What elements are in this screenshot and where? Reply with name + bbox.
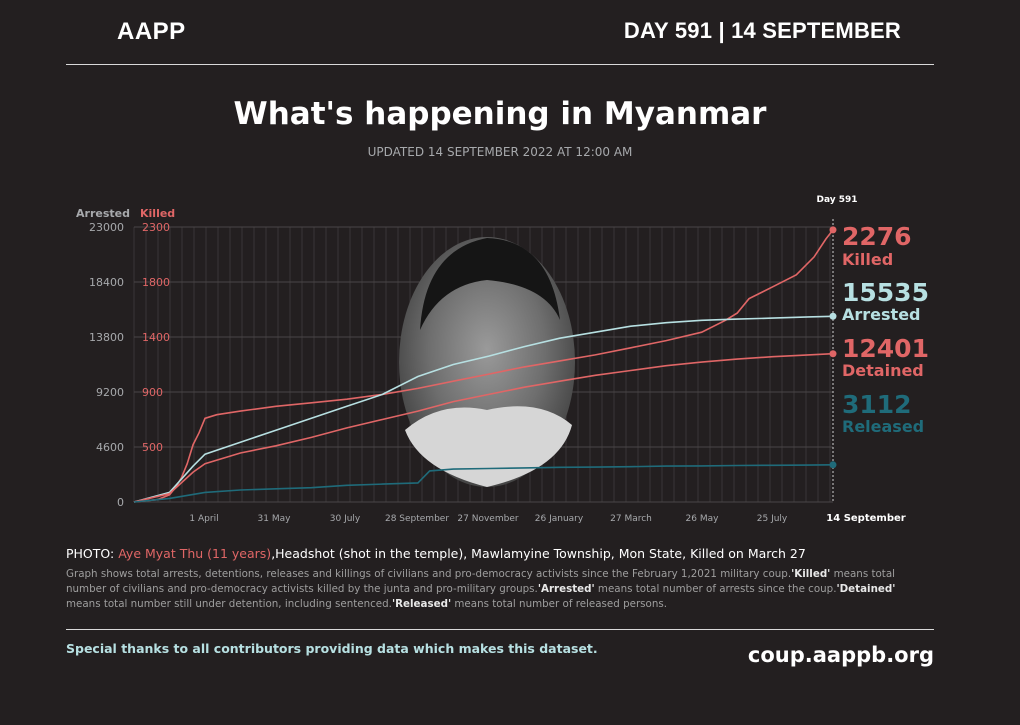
x-tick-label: 28 September: [385, 514, 449, 524]
x-tick-label: 25 July: [757, 514, 788, 524]
top-divider: [66, 64, 934, 65]
killed-tick-label: 2300: [142, 221, 170, 234]
desc-text-2: means total number of civilians and pro-…: [66, 568, 896, 595]
series-line-released: [133, 464, 834, 503]
left-tick-label: 9200: [96, 386, 124, 399]
victim-name: Aye Myat Thu (11 years): [118, 546, 272, 561]
series-name-detained: Detained: [842, 361, 924, 380]
desc-text-3: means total number of arrests since the …: [594, 583, 837, 595]
victim-photo-clothes: [405, 406, 572, 487]
chart-description: Graph shows total arrests, detentions, r…: [66, 567, 916, 612]
arrested-axis-label: Arrested: [76, 207, 130, 220]
killed-axis-label: Killed: [140, 207, 175, 220]
series-line-killed: [133, 229, 834, 503]
series-end-point-detained: [829, 350, 837, 358]
day-marker-label: Day 591: [816, 195, 857, 205]
bottom-divider: [66, 629, 934, 630]
released-term: 'Released': [391, 598, 452, 610]
website-link[interactable]: coup.aappb.org: [747, 643, 934, 667]
left-tick-label: 23000: [89, 221, 124, 234]
series-final-value-detained: 12401: [842, 334, 929, 363]
photo-detail: ,Headshot (shot in the temple), Mawlamyi…: [271, 546, 806, 561]
series-line-detained: [133, 352, 834, 503]
series-final-value-arrested: 15535: [842, 278, 929, 307]
killed-tick-label: 900: [142, 386, 163, 399]
series-final-value-killed: 2276: [842, 222, 912, 251]
arrested-term: 'Arrested': [537, 583, 595, 595]
desc-text-5: means total number of released persons.: [451, 598, 668, 610]
x-tick-label: 31 May: [258, 514, 292, 524]
series-end-point-released: [829, 461, 837, 469]
x-tick-label: 27 November: [457, 514, 518, 524]
left-tick-label: 13800: [89, 331, 124, 344]
x-tick-label: 26 January: [535, 514, 584, 524]
photo-label: PHOTO:: [66, 546, 119, 561]
left-tick-label: 4600: [96, 441, 124, 454]
page-title: What's happening in Myanmar: [233, 96, 767, 132]
x-tick-label: 26 May: [686, 514, 720, 524]
left-tick-label: 0: [117, 496, 124, 509]
desc-text-4: means total number still under detention…: [66, 598, 392, 610]
series-final-value-released: 3112: [842, 390, 912, 419]
killed-tick-label: 500: [142, 441, 163, 454]
series-end-point-killed: [829, 226, 837, 234]
killed-term: 'Killed': [791, 568, 831, 580]
desc-text-1: Graph shows total arrests, detentions, r…: [66, 568, 792, 580]
left-tick-label: 18400: [89, 276, 124, 289]
killed-tick-label: 1800: [142, 276, 170, 289]
series-name-killed: Killed: [842, 250, 893, 269]
series-name-arrested: Arrested: [842, 305, 921, 324]
killed-tick-label: 1400: [142, 331, 170, 344]
victim-photo-hair: [420, 238, 560, 330]
line-chart: 23000 18400 13800 9200 4600 0 2300 1800 1400 900 5…: [76, 195, 929, 524]
series-name-released: Released: [842, 417, 924, 436]
thanks-note: Special thanks to all contributors provi…: [66, 641, 598, 656]
updated-subtitle: UPDATED 14 SEPTEMBER 2022 AT 12:00 AM: [367, 145, 633, 159]
x-tick-label: 27 March: [610, 514, 652, 524]
x-tick-label: 30 July: [330, 514, 361, 524]
day-marker-date: 14 September: [826, 513, 905, 524]
day-date-header: DAY 591 | 14 SEPTEMBER: [623, 18, 901, 43]
x-tick-label: 1 April: [189, 514, 218, 524]
series-line-arrested: [133, 315, 834, 503]
series-end-point-arrested: [829, 312, 837, 320]
detained-term: 'Detained': [836, 583, 896, 595]
photo-caption: PHOTO: Aye Myat Thu (11 years),Headshot …: [66, 546, 946, 561]
org-logo: AAPP: [117, 18, 186, 45]
